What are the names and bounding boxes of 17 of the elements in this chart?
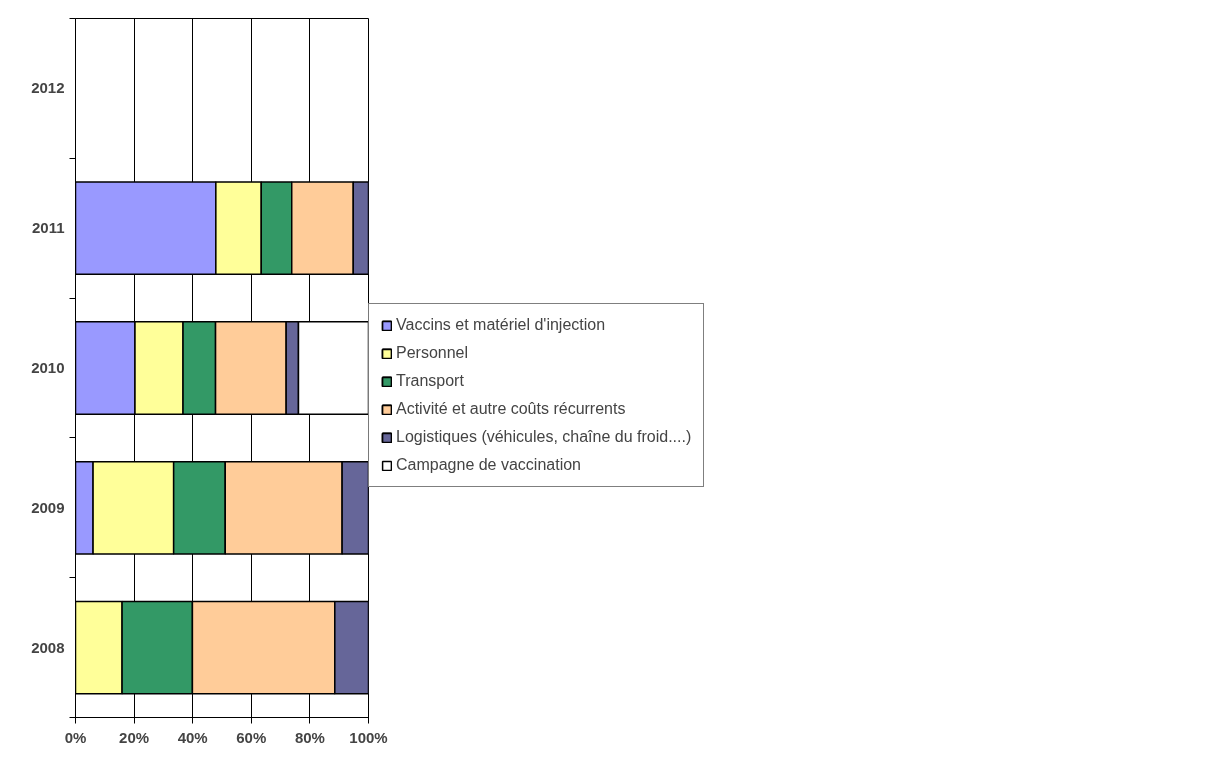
x-tick-label: 20%: [119, 728, 150, 746]
x-tick-label: 60%: [236, 728, 267, 746]
x-tick-label: 80%: [294, 728, 325, 746]
y-tick-label: 2008: [31, 638, 65, 656]
x-tick-label: 0%: [64, 728, 87, 746]
x-tick-label: 40%: [177, 728, 208, 746]
x-tick-label: 100%: [349, 728, 388, 746]
legend-label: Personnel: [396, 344, 469, 362]
legend-label: Vaccins et matériel d'injection: [396, 316, 606, 334]
legend-label: Logistiques (véhicules, chaîne du froid....): [396, 428, 692, 446]
y-tick-label: 2011: [31, 219, 65, 237]
legend-label: Activité et autre coûts récurrents: [396, 400, 626, 418]
y-tick-label: 2012: [31, 79, 65, 97]
legend-label: Campagne de vaccination: [396, 456, 582, 474]
y-tick-label: 2009: [31, 498, 65, 516]
y-tick-label: 2010: [31, 359, 65, 376]
legend-label: Transport: [396, 372, 464, 390]
